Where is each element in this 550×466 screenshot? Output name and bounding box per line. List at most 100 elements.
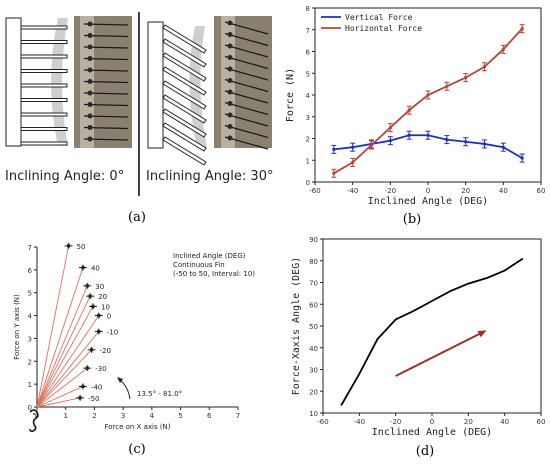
y-tick-label: 4: [28, 313, 33, 321]
x-tick-label: -40: [354, 418, 365, 426]
y-tick-label: 6: [28, 267, 33, 275]
y-tick-label: 10: [309, 410, 318, 418]
y-tick-label: 6: [306, 49, 311, 57]
data-point: [66, 244, 71, 248]
point-label: -50: [88, 395, 99, 403]
y-tick-label: 2: [28, 358, 32, 366]
data-point: [501, 145, 505, 149]
y-tick-label: 8: [306, 5, 310, 13]
photo-joint: [87, 56, 93, 61]
photo-joint: [227, 20, 233, 26]
y-tick-label: 7: [306, 27, 310, 35]
x-tick-label: 7: [236, 412, 240, 420]
data-point: [351, 145, 355, 149]
point-label: 30: [95, 283, 104, 291]
data-point: [81, 384, 85, 389]
force-vs-angle-chart: -60 -40 -20 0 20 40 60 0 1 2 3 4 5 6 7 8 Inclined Angle …: [285, 5, 546, 227]
legend-label: Vertical Force: [345, 13, 413, 22]
data-point: [407, 133, 411, 137]
y-tick-label: 3: [28, 335, 32, 343]
force-vector-chart: 0 1 2 3 4 5 6 7 0 1 2 3 4 5 6 7 Force on X axis (N) Force…: [13, 242, 255, 457]
data-point: [89, 348, 94, 352]
fin-ray: [20, 127, 68, 131]
point-label: 20: [98, 293, 107, 301]
x-axis-label: Inclined Angle (DEG): [368, 196, 488, 207]
data-point: [520, 156, 524, 160]
y-tick-label: 20: [309, 388, 318, 396]
y-tick-label: 90: [309, 236, 318, 244]
point-label: 10: [101, 303, 110, 311]
fin-ray-inclined: [162, 94, 207, 124]
x-axis-label: Inclined Angle (DEG): [372, 427, 492, 438]
data-point: [81, 265, 85, 270]
x-tick-label: 20: [461, 187, 470, 195]
photo-joint: [87, 79, 93, 84]
x-tick-label: -40: [347, 187, 358, 195]
panel-d-tag: (d): [416, 444, 434, 459]
y-tick-label: 40: [309, 345, 318, 353]
force-ray: [36, 386, 84, 408]
y-tick-label: 5: [306, 70, 310, 78]
photo-joint: [87, 136, 93, 142]
fin-schematic-30deg: [147, 21, 207, 166]
y-tick-label: 0: [28, 404, 32, 412]
x-tick-label: 0: [430, 418, 434, 426]
photo-joint: [87, 125, 93, 130]
y-tick-label: 60: [309, 301, 318, 309]
series-line-horizontal-force: [333, 28, 523, 175]
data-point: [388, 139, 392, 143]
photo-joint: [87, 102, 93, 107]
data-point: [407, 108, 411, 112]
point-label: 0: [107, 313, 111, 321]
panel-c-chart: 0 1 2 3 4 5 6 7 0 1 2 3 4 5 6 7 Force on X axis (N) Force…: [0, 231, 275, 462]
photo-joint: [227, 78, 233, 83]
fin-ray-inclined: [162, 24, 207, 54]
annotation-text: (-50 to 50, Interval: 10): [173, 270, 255, 278]
y-tick-label: 3: [306, 114, 310, 122]
y-tick-label: 30: [309, 367, 318, 375]
data-point: [97, 329, 101, 334]
y-tick-label: 50: [309, 323, 318, 331]
photo-joint: [227, 66, 233, 72]
force-ray: [36, 397, 81, 408]
panel-a-illustration: Inclining Angle: 0° Inclining Angle: 30°…: [0, 0, 275, 231]
data-point: [88, 294, 92, 298]
fin-photo-30deg: [214, 16, 272, 150]
fin-ray: [20, 40, 68, 44]
fin-photo-0deg: [74, 16, 132, 148]
x-tick-label: 60: [537, 187, 546, 195]
point-label: -20: [100, 347, 111, 355]
caption-angle-0: Inclining Angle: 0°: [5, 169, 124, 184]
x-tick-label: -20: [385, 187, 396, 195]
x-tick-label: -60: [309, 187, 320, 195]
x-tick-label: 0: [426, 187, 430, 195]
fin-ray: [20, 69, 68, 73]
x-tick-label: 5: [178, 412, 182, 420]
fin-ray-inclined: [162, 108, 207, 138]
arc-arrowhead: [117, 377, 123, 383]
photo-joint: [87, 90, 93, 96]
x-tick-label: -20: [390, 418, 401, 426]
panel-b-tag: (b): [403, 212, 421, 227]
fin-ray: [20, 98, 68, 102]
data-point: [520, 27, 524, 31]
x-tick-label: 3: [121, 412, 125, 420]
fin-ray: [20, 54, 68, 59]
photo-joint: [87, 113, 93, 119]
point-label: 50: [77, 243, 86, 251]
y-tick-label: 0: [306, 179, 310, 187]
annotation-text: Continuous Fin: [173, 261, 225, 269]
y-tick-label: 80: [309, 258, 318, 266]
photo-joint: [227, 124, 233, 129]
force-ray: [36, 367, 88, 408]
fin-schematic-figure: Inclining Angle: 0° Inclining Angle: 30°…: [5, 12, 273, 225]
x-tick-label: 4: [150, 412, 155, 420]
x-tick-label: -60: [317, 418, 328, 426]
y-tick-label: 70: [309, 280, 318, 288]
x-tick-label: 2: [92, 412, 96, 420]
force-ray: [36, 349, 92, 408]
force-ray: [36, 295, 91, 408]
data-point: [482, 142, 487, 146]
force-ray: [36, 331, 100, 408]
fin-ray: [20, 83, 68, 88]
